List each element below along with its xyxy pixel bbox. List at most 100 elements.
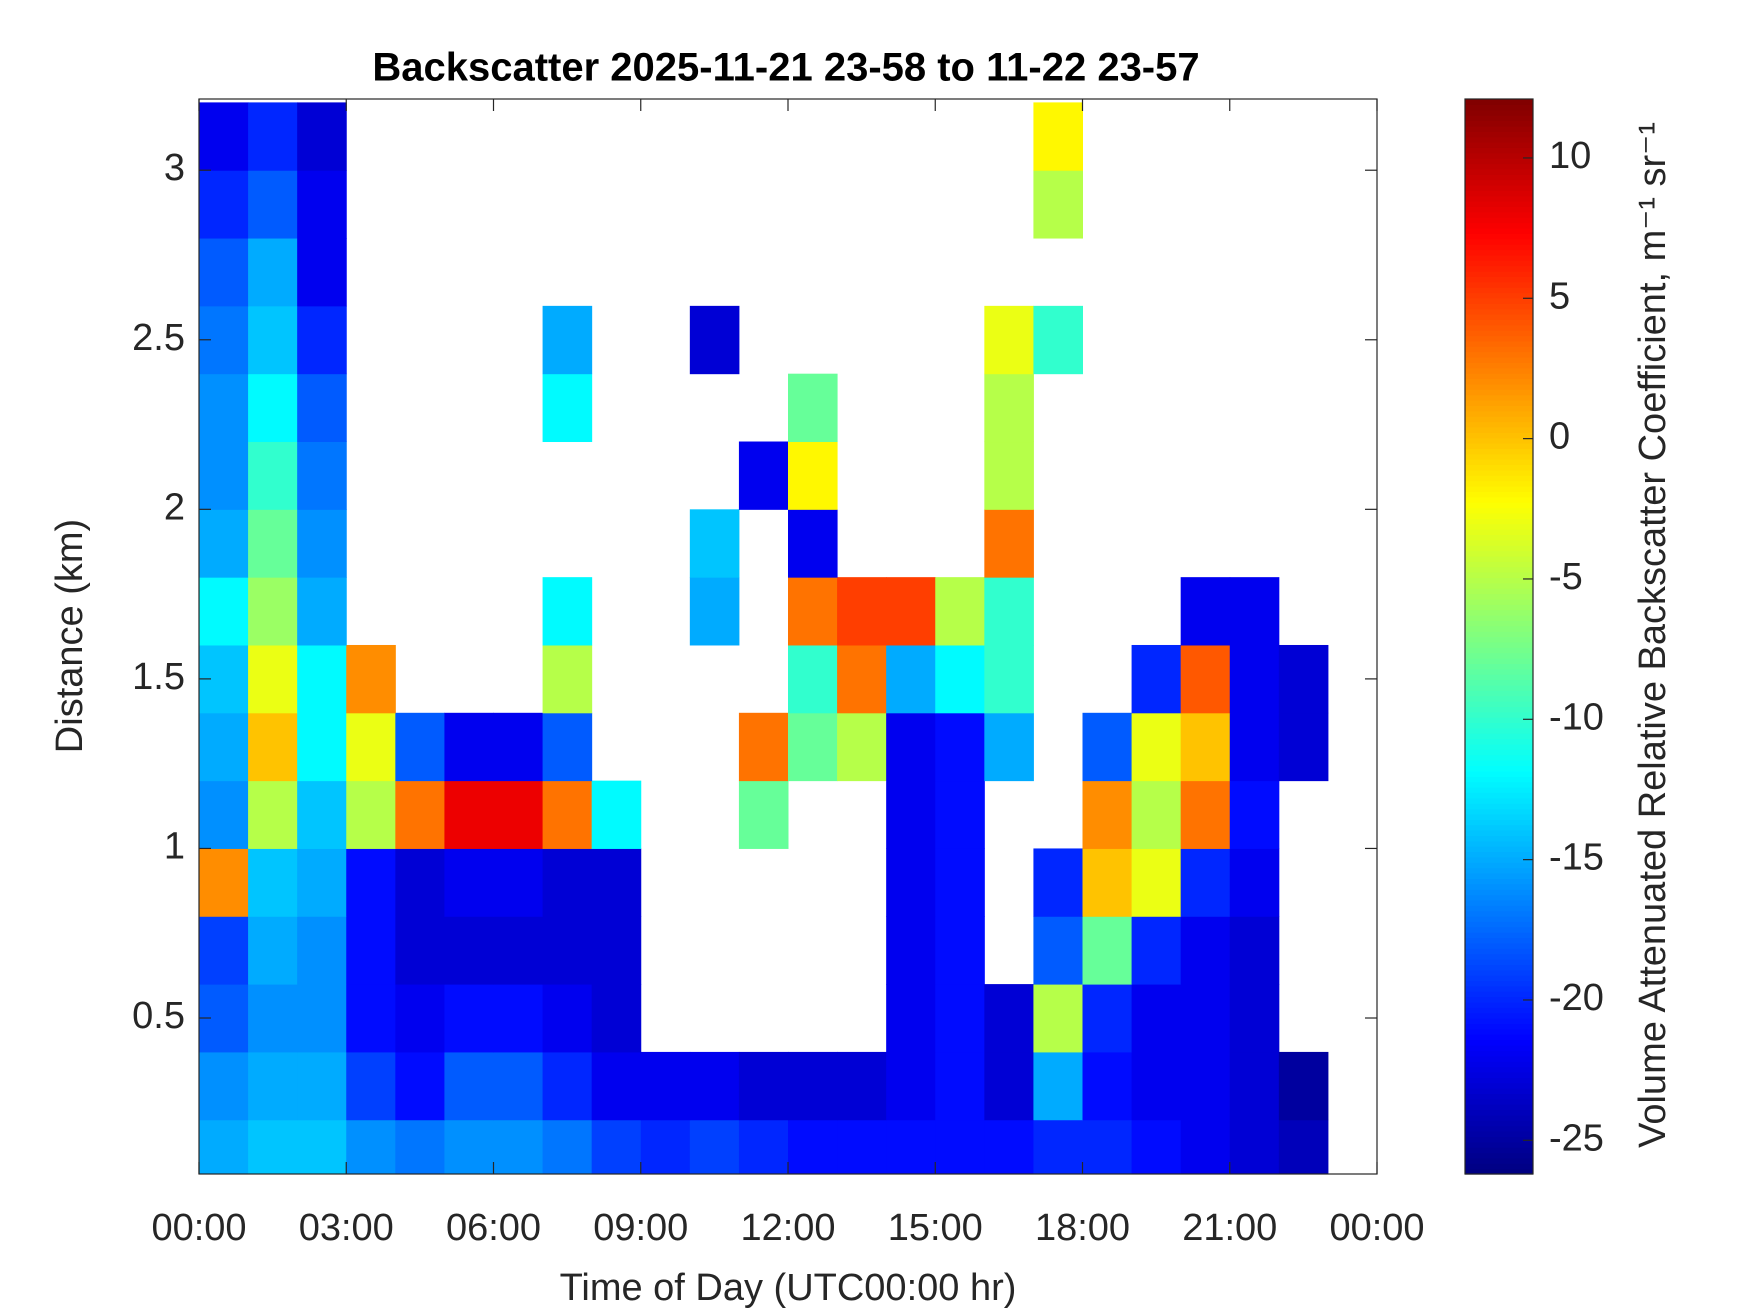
heat-cell [199, 1119, 249, 1174]
heat-cell [1131, 848, 1182, 917]
heat-cell [1278, 1119, 1329, 1174]
colorbar-step [1465, 443, 1533, 449]
colorbar-step [1465, 179, 1533, 186]
x-tick-label: 00:00 [151, 1207, 246, 1249]
colorbar-step [1465, 1168, 1533, 1175]
colorbar-tick-label: -20 [1549, 977, 1604, 1019]
heat-cell [542, 644, 593, 714]
colorbar-tick-label: -25 [1549, 1117, 1604, 1159]
heat-cell [346, 916, 396, 985]
heat-cell [297, 712, 347, 782]
colorbar-step [1465, 426, 1533, 433]
colorbar-step [1465, 464, 1533, 471]
heat-cell [1131, 780, 1182, 849]
heat-cell [346, 780, 396, 849]
colorbar-step [1465, 502, 1533, 509]
colorbar-step [1465, 980, 1533, 987]
colorbar-step [1465, 254, 1533, 261]
heat-cell [248, 373, 298, 443]
colorbar-step [1465, 1131, 1533, 1137]
colorbar-step [1465, 684, 1533, 691]
heat-cell [199, 373, 249, 443]
colorbar-step [1465, 1082, 1533, 1089]
colorbar-step [1465, 738, 1533, 745]
colorbar-step [1465, 507, 1533, 514]
heat-cell [984, 712, 1034, 782]
heat-cell [542, 984, 593, 1053]
heat-cell [199, 102, 249, 171]
colorbar-step [1465, 1071, 1533, 1078]
heat-cell [1229, 577, 1280, 646]
colorbar-step [1465, 416, 1533, 423]
y-tick-label: 1.5 [132, 656, 185, 698]
heat-cell [1131, 1051, 1182, 1121]
colorbar-step [1465, 297, 1533, 304]
colorbar-step [1465, 593, 1533, 600]
colorbar-tick-label: -5 [1549, 556, 1583, 598]
heat-cell [297, 644, 347, 714]
colorbar-step [1465, 1012, 1533, 1019]
colorbar-step [1465, 1007, 1533, 1014]
heat-cell [837, 1119, 887, 1174]
colorbar-step [1465, 846, 1533, 853]
colorbar-step [1465, 695, 1533, 702]
colorbar-step [1465, 421, 1533, 428]
colorbar-step [1465, 362, 1533, 369]
colorbar-step [1465, 1163, 1533, 1170]
heat-cell [788, 1051, 838, 1121]
heat-cell [591, 1051, 642, 1121]
heat-cell [984, 441, 1034, 510]
heat-cell [689, 577, 740, 646]
heat-cell [984, 984, 1034, 1053]
colorbar-step [1465, 883, 1533, 890]
colorbar-step [1465, 910, 1533, 917]
colorbar-step [1465, 324, 1533, 331]
colorbar-step [1465, 631, 1533, 638]
colorbar-step [1465, 1061, 1533, 1068]
heat-cell [1229, 848, 1280, 917]
heat-cell [1278, 712, 1329, 782]
colorbar-step [1465, 1088, 1533, 1094]
colorbar-step [1465, 346, 1533, 353]
heat-cell [1278, 1051, 1329, 1121]
colorbar-step [1465, 1055, 1533, 1062]
colorbar-tick-label: 10 [1549, 135, 1591, 177]
heat-cell [1180, 1051, 1231, 1121]
heat-cell [886, 644, 936, 714]
heat-cell [297, 780, 347, 849]
heat-cell [1131, 712, 1182, 782]
y-tick-label: 0.5 [132, 995, 185, 1037]
heat-cell [1180, 1119, 1231, 1174]
heat-cell [395, 1051, 445, 1121]
heat-cell [788, 644, 838, 714]
colorbar-step [1465, 303, 1533, 310]
heat-cell [395, 780, 445, 849]
heat-cell [248, 102, 298, 171]
colorbar-step [1465, 760, 1533, 767]
colorbar-step [1465, 701, 1533, 707]
heat-cell [689, 1119, 740, 1174]
colorbar-step [1465, 803, 1533, 810]
colorbar-step [1465, 437, 1533, 444]
heat-cell [199, 238, 249, 307]
colorbar-step [1465, 496, 1533, 503]
heat-cell [935, 780, 985, 849]
heat-cell [1229, 916, 1280, 985]
heat-cell [297, 509, 347, 578]
heat-cell [837, 644, 887, 714]
colorbar-step [1465, 566, 1533, 573]
heat-cell [199, 170, 249, 239]
heat-cell [493, 780, 544, 849]
heat-cell [738, 441, 789, 510]
colorbar-step [1465, 647, 1533, 654]
colorbar-step [1465, 469, 1533, 476]
colorbar-step [1465, 357, 1533, 363]
colorbar-tick-label: 0 [1549, 416, 1570, 458]
colorbar-step [1465, 663, 1533, 670]
heat-cell [886, 916, 936, 985]
colorbar-step [1465, 916, 1533, 922]
heat-cell [199, 712, 249, 782]
colorbar-step [1465, 1050, 1533, 1057]
heat-cell [689, 1051, 740, 1121]
colorbar-step [1465, 1114, 1533, 1121]
